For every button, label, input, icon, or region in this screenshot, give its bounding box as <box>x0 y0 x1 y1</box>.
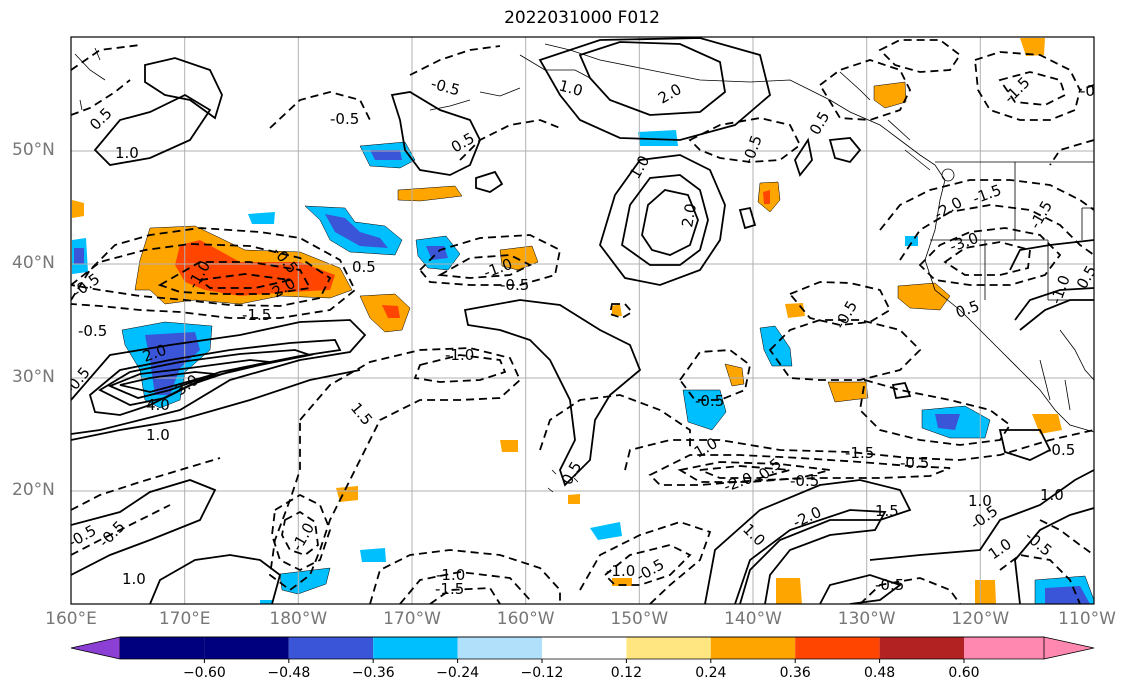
colorbar-tick-label: −0.60 <box>182 665 226 681</box>
colorbar-extend-low <box>70 636 121 660</box>
svg-text:-0.5: -0.5 <box>900 454 929 472</box>
svg-text:1.0: 1.0 <box>1040 486 1064 504</box>
colorbar <box>70 636 1095 663</box>
svg-text:1.0: 1.0 <box>557 76 585 100</box>
lon-label-160w: 160°W <box>496 609 555 629</box>
colorbar-segment <box>879 637 964 659</box>
lat-label-40n: 40°N <box>12 253 55 273</box>
lon-label-110w: 110°W <box>1058 609 1116 629</box>
colorbar-segment <box>710 637 796 659</box>
svg-text:-0.5: -0.5 <box>500 276 529 294</box>
svg-text:1.0: 1.0 <box>115 144 139 162</box>
lon-label-150w: 150°W <box>610 609 669 629</box>
svg-text:-0.5: -0.5 <box>875 576 904 594</box>
svg-text:1.0: 1.0 <box>146 426 170 444</box>
lon-label-120w: 120°W <box>951 609 1010 629</box>
map-title: 2022031000 F012 <box>504 8 660 28</box>
svg-text:-1.5: -1.5 <box>435 580 464 598</box>
lat-label-50n: 50°N <box>12 140 55 160</box>
contour-lines-dashed <box>71 39 1094 604</box>
svg-text:1.0: 1.0 <box>122 570 146 588</box>
colorbar-segment <box>288 637 374 659</box>
svg-text:-0.5: -0.5 <box>790 472 819 490</box>
svg-text:4.0: 4.0 <box>146 396 170 414</box>
svg-text:-1.5: -1.5 <box>845 444 874 462</box>
svg-text:1.5: 1.5 <box>875 502 899 520</box>
colorbar-tick-label: −0.12 <box>520 665 564 681</box>
colorbar-segment <box>120 637 205 659</box>
map-frame <box>70 36 1095 605</box>
colorbar-segment <box>542 637 627 659</box>
colorbar-segment <box>964 637 1044 659</box>
colorbar-segment <box>373 637 458 659</box>
svg-text:-0.5: -0.5 <box>1046 441 1075 459</box>
colorbar-segment <box>457 637 542 659</box>
lon-label-140w: 140°W <box>724 609 782 629</box>
colorbar-tick-label: 0.48 <box>864 665 896 681</box>
lon-label-170e: 170°E <box>158 609 211 629</box>
svg-text:-1.5: -1.5 <box>242 306 271 324</box>
svg-text:-0.5: -0.5 <box>1080 82 1109 100</box>
lat-label-30n: 30°N <box>12 367 55 387</box>
svg-text:1.0: 1.0 <box>968 492 992 510</box>
lat-label-20n: 20°N <box>12 480 55 500</box>
colorbar-tick-label: 0.36 <box>779 665 811 681</box>
svg-text:-0.5: -0.5 <box>330 110 359 128</box>
colorbar-tick-label: −0.24 <box>436 665 480 681</box>
colorbar-extend-high <box>1043 636 1095 660</box>
svg-text:0.5: 0.5 <box>352 258 376 276</box>
svg-text:-0.5: -0.5 <box>78 322 107 340</box>
lon-label-180w: 180°W <box>269 609 328 629</box>
svg-text:-1.0: -1.0 <box>436 566 465 584</box>
colorbar-segment <box>795 637 880 659</box>
lon-label-130w: 130°W <box>837 609 896 629</box>
colorbar-tick-label: 0.12 <box>610 665 642 681</box>
colorbar-tick-label: 0.60 <box>948 665 980 681</box>
colorbar-tick-label: −0.48 <box>267 665 311 681</box>
colorbar-tick-label: 0.24 <box>695 665 727 681</box>
map-background <box>71 37 1094 604</box>
svg-text:-0.5: -0.5 <box>695 392 724 410</box>
graticule <box>71 37 1094 604</box>
svg-text:-1.0: -1.0 <box>445 346 474 364</box>
lon-label-160e: 160°E <box>45 609 97 629</box>
svg-text:2.0: 2.0 <box>678 202 700 229</box>
svg-text:-1.0: -1.0 <box>606 562 635 580</box>
colorbar-segment <box>626 637 711 659</box>
colorbar-tick-label: −0.36 <box>351 665 395 681</box>
lon-label-170w: 170°W <box>383 609 441 629</box>
colorbar-segment <box>204 637 289 659</box>
